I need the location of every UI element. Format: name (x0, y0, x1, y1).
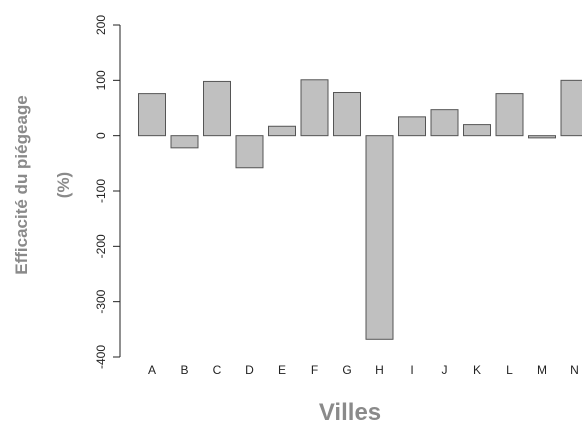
bar-d (235, 135, 264, 169)
bar-i (398, 116, 426, 137)
y-tick-label: -200 (94, 234, 108, 258)
x-tick-label-j: J (442, 363, 448, 377)
y-axis-label-line1: Efficacité du piégeage (12, 95, 31, 275)
bar-n (560, 79, 582, 137)
bar-a (138, 93, 166, 137)
y-tick-label: 0 (94, 132, 108, 139)
bar-m (528, 135, 556, 139)
bar-g (333, 92, 361, 137)
x-axis-label: Villes (319, 399, 381, 426)
x-axis-tick-labels: A B C D E F G H I J K L M N (148, 363, 579, 377)
y-axis-ticks: 200 100 0 -100 -200 -300 -400 (94, 15, 120, 369)
x-tick-label-e: E (278, 363, 286, 377)
bar-f (300, 79, 329, 137)
bar-e (268, 125, 296, 137)
y-tick-label: -300 (94, 289, 108, 313)
x-tick-label-f: F (311, 363, 318, 377)
bar-l (495, 93, 524, 137)
y-tick-label: 100 (94, 70, 108, 90)
bars (138, 79, 582, 340)
x-tick-label-c: C (213, 363, 222, 377)
y-tick-label: -400 (94, 345, 108, 369)
bar-k (463, 124, 491, 137)
x-tick-label-k: K (473, 363, 481, 377)
x-tick-label-d: D (245, 363, 254, 377)
y-tick-label: -100 (94, 179, 108, 203)
y-tick-label: 200 (94, 15, 108, 35)
bar-j (430, 109, 459, 137)
bar-c (203, 80, 231, 137)
x-tick-label-a: A (148, 363, 156, 377)
x-tick-label-h: H (375, 363, 384, 377)
x-tick-label-n: N (570, 363, 579, 377)
x-tick-label-m: M (537, 363, 547, 377)
x-tick-label-b: B (180, 363, 188, 377)
bar-b (170, 135, 199, 149)
bar-h (365, 135, 394, 340)
x-tick-label-l: L (506, 363, 513, 377)
y-axis-label-line2: (%) (54, 172, 73, 198)
x-tick-label-i: I (410, 363, 413, 377)
x-tick-label-g: G (342, 363, 351, 377)
